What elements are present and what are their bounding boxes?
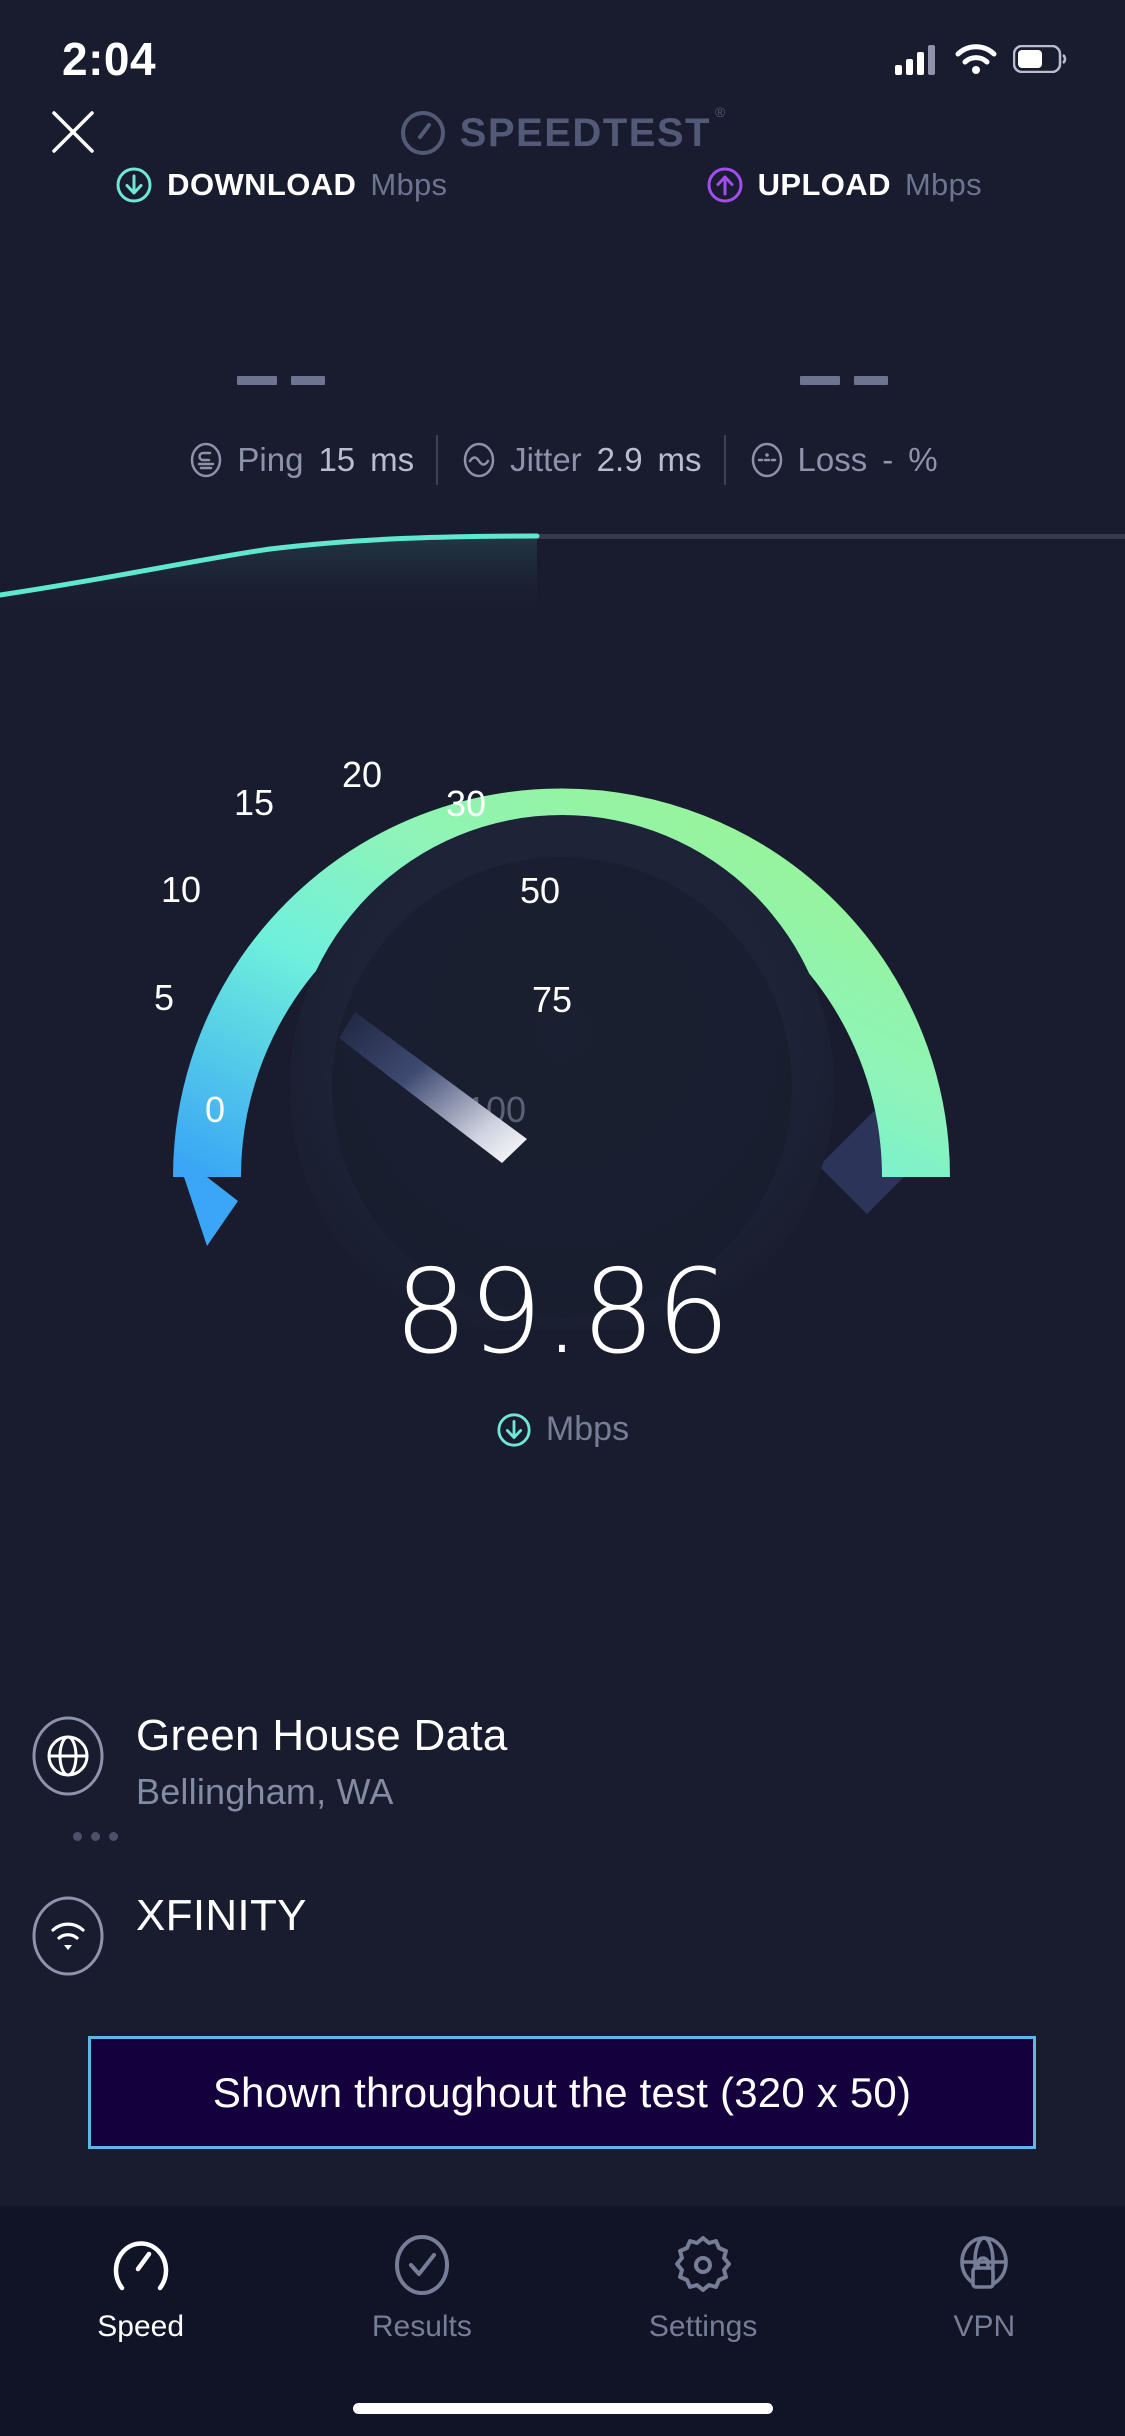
gauge-tick-30: 30 (446, 783, 486, 824)
isp-name: XFINITY (136, 1891, 307, 1940)
gauge-value-readout: 89.86 (393, 1245, 732, 1380)
stat-ping: Ping 15 ms (167, 441, 434, 479)
connection-stats-row: Ping 15 ms Jitter 2.9 ms Loss - % (0, 425, 1125, 495)
stat-divider (723, 435, 726, 485)
gauge-tick-15: 15 (234, 782, 274, 823)
gauge-tick-75: 75 (532, 979, 572, 1020)
gauge-unit-label: Mbps (545, 1410, 630, 1448)
jitter-label: Jitter (510, 441, 582, 478)
stat-divider (436, 435, 439, 485)
isp-selector[interactable]: XFINITY (30, 1890, 1030, 1983)
brand-title: SPEEDTEST (459, 110, 711, 155)
status-bar-time: 2:04 (62, 33, 157, 85)
more-dots-icon[interactable] (73, 1832, 118, 1841)
speedometer-icon (113, 2241, 168, 2291)
loss-label: Loss (797, 441, 868, 478)
speedtest-logo-icon (400, 111, 445, 155)
upload-value-placeholder (563, 360, 1125, 400)
rate-values-row (0, 360, 1125, 400)
tab-speed-label: Speed (97, 2310, 184, 2343)
jitter-value: 2.9 (596, 441, 643, 478)
gauge-arc-start-cap (176, 1153, 238, 1246)
chart-line-download (0, 533, 540, 598)
app-brand: SPEEDTEST ® (0, 100, 1125, 166)
gauge-tick-5: 5 (154, 977, 174, 1018)
gauge-tick-50: 50 (520, 870, 560, 911)
dash-mark (799, 375, 840, 385)
loss-value: - (882, 441, 894, 478)
jitter-unit: ms (657, 441, 702, 478)
brand-trademark: ® (715, 104, 726, 120)
isp-texts: XFINITY (136, 1890, 307, 1943)
throughput-progress-chart (0, 533, 1125, 615)
bottom-tab-bar: Speed Results Settings VPN (0, 2206, 1125, 2436)
stat-loss: Loss - % (728, 441, 958, 479)
jitter-icon (463, 442, 495, 478)
server-texts: Green House Data Bellingham, WA (136, 1710, 508, 1813)
tab-settings[interactable]: Settings (563, 2206, 844, 2436)
loss-icon (751, 442, 782, 478)
rate-labels-row: DOWNLOAD Mbps UPLOAD Mbps (0, 155, 1125, 215)
upload-label: UPLOAD (757, 167, 891, 202)
server-row[interactable]: Green House Data Bellingham, WA (30, 1710, 1030, 1813)
ping-unit: ms (370, 441, 415, 478)
tab-settings-label: Settings (648, 2310, 758, 2343)
ping-icon (191, 442, 222, 478)
dash-mark (291, 375, 326, 385)
stat-jitter: Jitter 2.9 ms (440, 441, 721, 479)
cellular-signal-icon (895, 45, 935, 75)
wifi-circle-icon (30, 1894, 106, 1983)
upload-unit: Mbps (904, 167, 982, 202)
tab-vpn[interactable]: VPN (844, 2206, 1125, 2436)
download-value-placeholder (0, 360, 563, 400)
download-arrow-icon (497, 1412, 531, 1447)
status-bar: 2:04 (0, 0, 1125, 100)
speed-gauge: 0 5 10 15 20 30 50 75 100 (154, 754, 950, 1330)
download-unit: Mbps (370, 167, 448, 202)
dash-mark (853, 375, 888, 385)
vpn-globe-lock-icon (960, 2236, 1009, 2289)
ping-label: Ping (237, 441, 304, 478)
loss-unit: % (908, 441, 938, 478)
download-arrow-icon (116, 167, 152, 203)
chart-area-fill (0, 536, 537, 615)
tab-results-label: Results (371, 2310, 472, 2343)
upload-label-group: UPLOAD Mbps (563, 155, 1125, 215)
gauge-tick-10: 10 (161, 869, 201, 910)
tab-results[interactable]: Results (281, 2206, 562, 2436)
close-icon (52, 111, 94, 153)
close-button[interactable] (38, 97, 108, 167)
chart-track-remaining (537, 534, 1125, 539)
gauge-tick-20: 20 (342, 754, 382, 795)
tab-vpn-label: VPN (953, 2310, 1016, 2343)
gear-icon (675, 2236, 732, 2292)
check-circle-icon (394, 2235, 449, 2295)
gauge-dial-inner (332, 857, 792, 1317)
server-selector[interactable]: Green House Data Bellingham, WA (30, 1710, 1030, 1841)
download-label: DOWNLOAD (167, 167, 357, 202)
ad-banner-text: Shown throughout the test (320 x 50) (212, 2068, 912, 2116)
gauge-unit-row: Mbps (0, 1410, 1125, 1449)
isp-row[interactable]: XFINITY (30, 1890, 1030, 1983)
dash-mark (237, 375, 278, 385)
ping-value: 15 (318, 441, 356, 478)
status-bar-icons (895, 43, 1067, 75)
battery-icon (1013, 45, 1067, 73)
download-label-group: DOWNLOAD Mbps (0, 155, 563, 215)
upload-arrow-icon (707, 167, 743, 203)
server-location: Bellingham, WA (136, 1770, 394, 1812)
gauge-needle (339, 1012, 527, 1163)
gauge-tick-0: 0 (205, 1089, 225, 1130)
home-indicator (352, 2403, 773, 2414)
server-name: Green House Data (136, 1711, 508, 1760)
globe-icon (30, 1714, 106, 1803)
wifi-icon (955, 44, 997, 74)
ad-banner[interactable]: Shown throughout the test (320 x 50) (88, 2036, 1036, 2149)
tab-speed[interactable]: Speed (0, 2206, 281, 2436)
